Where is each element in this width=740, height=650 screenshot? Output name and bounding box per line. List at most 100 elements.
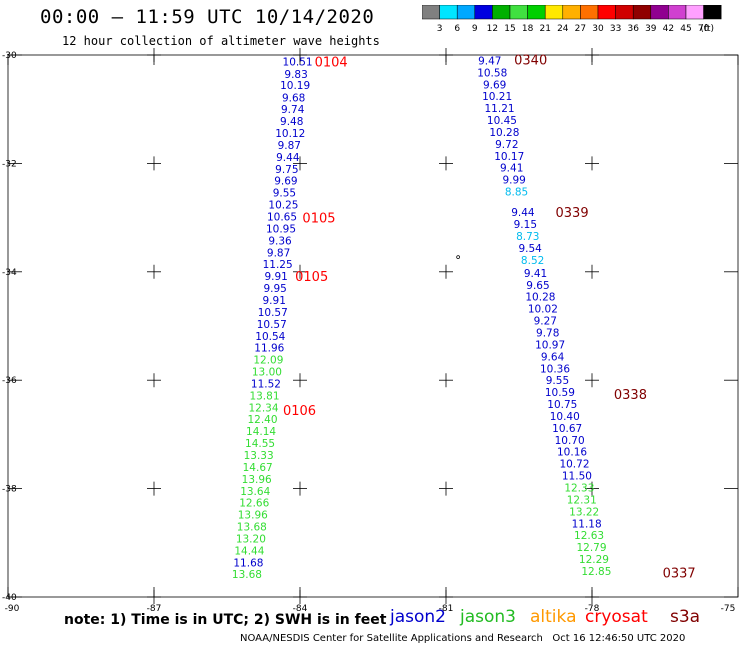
wave-height-value: 11.25 (263, 259, 293, 271)
wave-height-value: 12.09 (253, 355, 283, 367)
wave-height-value: 10.70 (555, 435, 585, 447)
wave-height-value: 11.68 (233, 557, 263, 569)
lat-tick-label: -34 (2, 268, 17, 278)
colorbar-label: 21 (539, 24, 550, 34)
lat-tick-label: -38 (2, 485, 17, 495)
island-marker: ° (455, 253, 461, 267)
wave-height-value: 8.52 (521, 255, 544, 267)
colorbar-label: 36 (627, 24, 639, 34)
colorbar-label: 18 (522, 24, 534, 34)
wave-height-value: 9.99 (502, 175, 525, 187)
legend-jason2: jason2 (390, 607, 446, 627)
wave-height-value: 9.87 (267, 247, 290, 259)
wave-height-value: 9.41 (524, 268, 547, 280)
wave-height-value: 9.55 (273, 188, 296, 200)
map-frame (7, 54, 739, 598)
colorbar-label: 30 (592, 24, 604, 34)
wave-height-value: 13.96 (238, 510, 268, 522)
wave-height-value: 14.55 (245, 438, 275, 450)
lat-tick-label: -40 (2, 593, 17, 603)
colorbar-label: 70 (698, 24, 710, 34)
lat-tick-label: -30 (2, 51, 17, 61)
colorbar-label: 15 (504, 24, 515, 34)
wave-height-value: 9.91 (263, 295, 286, 307)
legend-altika: altika (530, 607, 577, 627)
wave-height-value: 9.15 (514, 219, 537, 231)
wave-height-value: 10.58 (477, 67, 507, 79)
colorbar-label: 24 (557, 24, 569, 34)
colorbar-label: 27 (575, 24, 586, 34)
wave-height-value: 10.19 (280, 80, 310, 92)
credit-footer: NOAA/NESDIS Center for Satellite Applica… (240, 633, 685, 644)
map-subtitle: 12 hour collection of altimeter wave hei… (62, 34, 380, 48)
wave-height-value: 10.75 (547, 399, 577, 411)
footnote: note: 1) Time is in UTC; 2) SWH is in fe… (64, 612, 387, 628)
pass-time-label: 0337 (663, 567, 696, 582)
lon-tick-label: -87 (147, 604, 162, 614)
wave-height-value: 11.96 (254, 343, 284, 355)
wave-height-value: 9.74 (281, 104, 305, 116)
wave-height-value: 13.22 (569, 506, 599, 518)
wave-height-value: 11.21 (485, 103, 515, 115)
wave-height-value: 10.54 (255, 331, 285, 343)
lat-tick-label: -36 (2, 376, 17, 386)
map-title: 00:00 – 11:59 UTC 10/14/2020 (40, 6, 375, 28)
wave-height-value: 9.27 (534, 316, 557, 328)
wave-height-value: 10.36 (540, 363, 570, 375)
wave-height-value: 10.51 (283, 57, 313, 69)
wave-height-value: 11.52 (251, 378, 281, 390)
colorbar-label: 42 (663, 24, 674, 34)
pass-time-label: 0105 (302, 212, 335, 227)
wave-height-value: 9.78 (536, 328, 559, 340)
wave-height-value: 9.87 (278, 140, 301, 152)
footer-timestamp: Oct 16 12:46:50 UTC 2020 (552, 633, 686, 644)
legend-s3a: s3a (670, 607, 701, 627)
wave-height-value: 12.63 (574, 530, 604, 542)
wave-height-value: 9.44 (276, 152, 300, 164)
wave-height-value: 10.28 (525, 292, 555, 304)
pass-time-label: 0106 (283, 404, 316, 419)
wave-height-value: 14.44 (234, 545, 264, 557)
colorbar-label: 6 (454, 24, 460, 34)
wave-height-value: 9.36 (268, 235, 292, 247)
wave-height-value: 9.48 (280, 116, 303, 128)
pass-time-label: 0104 (315, 56, 348, 71)
lon-tick-label: -81 (439, 604, 454, 614)
colorbar-label: 12 (487, 24, 498, 34)
wave-height-value: 14.67 (243, 462, 273, 474)
lat-tick-label: -32 (2, 159, 17, 169)
wave-height-value: 10.57 (257, 319, 287, 331)
wave-height-value: 12.85 (581, 566, 611, 578)
wave-height-value: 9.55 (546, 375, 569, 387)
wave-height-value: 12.79 (576, 542, 606, 554)
wave-height-value: 13.64 (240, 486, 270, 498)
pass-time-label: 0340 (514, 53, 547, 68)
wave-height-value: 13.00 (252, 367, 282, 379)
wave-height-value: 9.91 (264, 271, 287, 283)
legend-cryosat: cryosat (585, 607, 648, 627)
wave-height-value: 13.68 (232, 569, 262, 581)
wave-height-value: 10.28 (489, 127, 519, 139)
pass-time-label: 0338 (614, 388, 647, 403)
wave-height-value: 10.67 (552, 423, 582, 435)
wave-height-value: 9.95 (263, 283, 286, 295)
wave-height-value: 10.16 (557, 447, 587, 459)
wave-height-value: 13.20 (236, 533, 266, 545)
wave-height-value: 10.57 (258, 307, 288, 319)
wave-height-value: 11.18 (572, 518, 602, 530)
wave-height-value: 10.45 (487, 115, 517, 127)
colorbar-label: 3 (437, 24, 443, 34)
colorbar-label: 33 (610, 24, 621, 34)
wave-height-value: 10.95 (266, 223, 296, 235)
wave-height-value: 13.96 (242, 474, 272, 486)
wave-height-value: 10.72 (559, 459, 589, 471)
pass-time-label: 0105 (295, 270, 328, 285)
wave-height-value: 9.72 (495, 139, 518, 151)
wave-height-value: 11.50 (562, 471, 592, 483)
pass-time-label: 0339 (556, 206, 589, 221)
wave-height-value: 10.97 (535, 339, 565, 351)
wave-height-value: 10.59 (545, 387, 575, 399)
legend-jason3: jason3 (460, 607, 516, 627)
wave-height-value: 13.33 (244, 450, 274, 462)
